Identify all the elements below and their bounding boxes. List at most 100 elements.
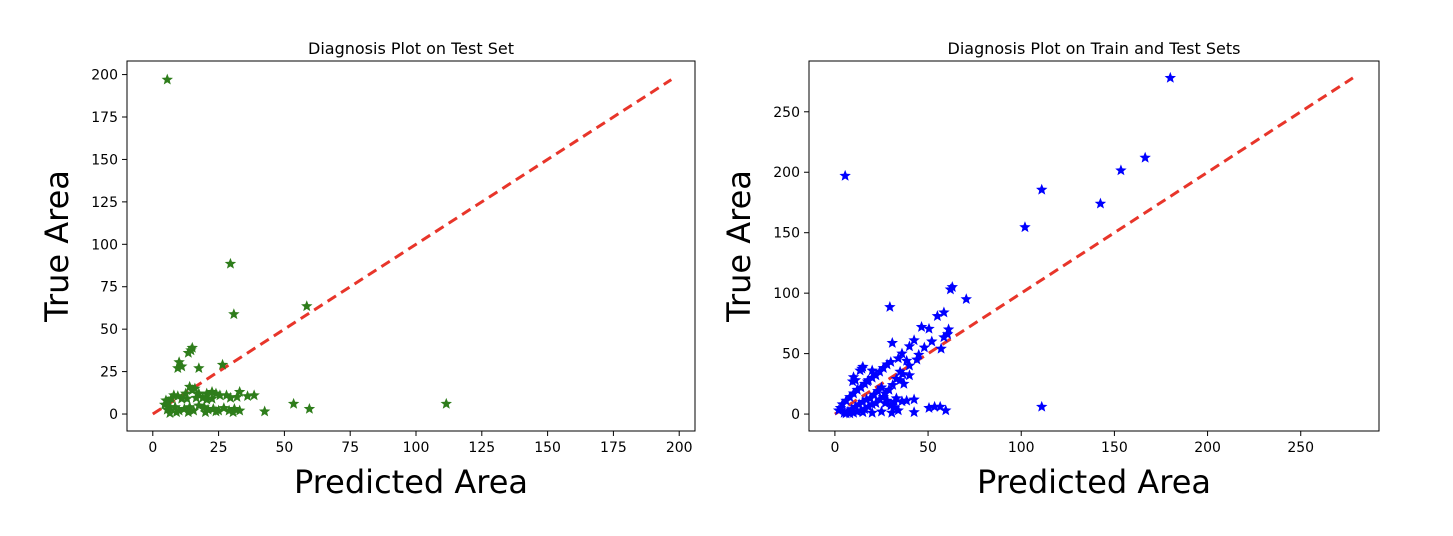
data-point — [859, 377, 871, 389]
x-tick-label: 25 — [210, 440, 228, 456]
chart-title: Diagnosis Plot on Train and Test Sets — [948, 39, 1241, 58]
data-point — [1036, 183, 1048, 195]
data-point — [938, 331, 950, 343]
data-point — [942, 323, 955, 335]
data-point — [198, 401, 210, 413]
x-tick-label: 175 — [600, 440, 627, 456]
data-point — [940, 404, 952, 416]
data-point — [168, 389, 180, 401]
data-point — [872, 385, 884, 396]
data-point — [908, 406, 920, 418]
data-point — [182, 346, 195, 358]
tick-group: 0 25 50 75 100 125 150 175 200 0 25 50 75 100 125 150 17… — [91, 68, 692, 456]
data-point — [892, 352, 904, 364]
data-point — [892, 404, 904, 416]
data-point — [888, 395, 901, 407]
data-point — [926, 335, 938, 347]
data-point — [189, 382, 201, 394]
data-point — [162, 396, 175, 407]
data-point — [207, 402, 220, 414]
data-point — [935, 342, 947, 354]
x-tick-label: 150 — [1101, 440, 1128, 456]
data-point — [220, 389, 233, 401]
data-point — [179, 387, 192, 399]
data-point — [838, 406, 850, 418]
data-point — [856, 362, 868, 374]
x-tick-label: 200 — [666, 440, 693, 456]
data-point — [1139, 151, 1151, 163]
plot-frame — [808, 60, 1380, 432]
data-point — [873, 365, 886, 377]
data-point — [186, 341, 198, 353]
plot-frame — [126, 60, 696, 432]
y-tick-label: 0 — [791, 407, 800, 423]
y-tick-label: 250 — [773, 105, 800, 121]
data-point — [161, 403, 173, 415]
data-point — [853, 398, 865, 410]
data-point — [172, 390, 184, 402]
data-point — [231, 391, 243, 402]
y-axis-label: True Area — [720, 170, 758, 323]
data-point — [897, 368, 909, 380]
data-point — [857, 406, 869, 418]
data-point — [165, 392, 177, 404]
data-point — [923, 322, 935, 334]
y-axis-label: True Area — [38, 170, 76, 323]
tick-group: 0 50 100 150 200 250 0 50 100 150 200 250 — [773, 105, 1314, 456]
data-point — [199, 406, 212, 418]
data-point — [210, 387, 222, 399]
data-point — [898, 377, 910, 389]
data-point — [884, 301, 896, 312]
data-point — [847, 387, 860, 399]
data-point — [855, 381, 867, 393]
data-point — [176, 360, 188, 372]
data-point — [1094, 197, 1107, 209]
y-tick-label: 100 — [91, 237, 118, 253]
data-point — [216, 358, 229, 370]
data-point — [210, 405, 222, 417]
data-point — [900, 354, 913, 366]
x-axis-label: Predicted Area — [977, 463, 1211, 501]
y-tick-label: 175 — [91, 110, 118, 126]
data-point — [868, 388, 880, 400]
chart-title: Diagnosis Plot on Test Set — [308, 39, 514, 58]
data-point — [931, 310, 944, 321]
data-point — [241, 390, 254, 402]
data-point — [938, 306, 950, 318]
data-point — [861, 375, 874, 387]
data-point — [849, 374, 862, 386]
data-point — [206, 392, 218, 404]
data-point — [866, 406, 878, 418]
x-tick-label: 100 — [1008, 440, 1035, 456]
data-point — [193, 387, 205, 399]
data-point — [202, 403, 214, 415]
y-tick-label: 25 — [100, 365, 118, 381]
data-point — [172, 362, 184, 374]
data-point — [941, 328, 954, 340]
data-point — [183, 401, 196, 413]
y-tick-label: 200 — [91, 68, 118, 84]
data-point — [183, 380, 196, 392]
data-point — [886, 379, 899, 390]
y-tick-label: 50 — [782, 347, 800, 363]
data-point — [832, 404, 845, 416]
y-tick-label: 150 — [91, 152, 118, 168]
data-point — [896, 347, 908, 359]
x-tick-label: 50 — [919, 440, 937, 456]
data-point — [862, 400, 875, 412]
data-point — [879, 387, 891, 399]
point-group — [158, 73, 452, 419]
data-point — [903, 359, 916, 371]
reference-line — [834, 76, 1354, 416]
data-point — [173, 356, 185, 368]
data-point — [1115, 164, 1127, 176]
data-point — [201, 387, 213, 399]
data-point — [840, 394, 852, 406]
data-point — [248, 389, 260, 401]
data-point — [193, 399, 205, 411]
chart-test-set: Diagnosis Plot on Test Set 0 25 50 75 100 125… — [38, 39, 696, 501]
data-point — [181, 392, 193, 404]
data-point — [934, 400, 946, 412]
data-point — [186, 384, 198, 396]
